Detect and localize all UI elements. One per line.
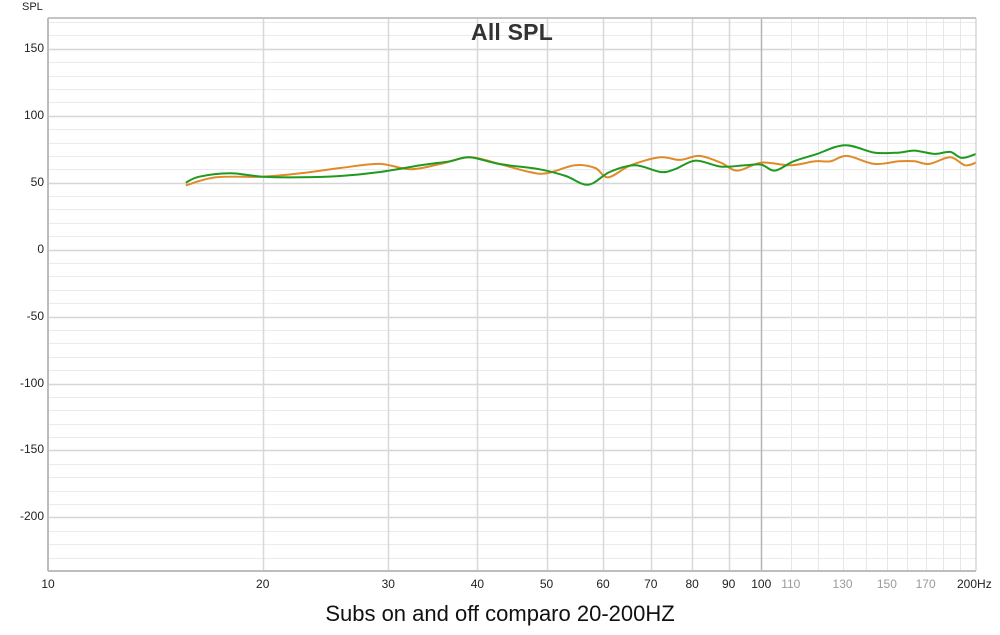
x-tick-label: 60 xyxy=(596,577,610,591)
x-tick-label: 10 xyxy=(41,577,55,591)
chart-title: All SPL xyxy=(471,19,553,45)
series-line-orange xyxy=(185,154,977,187)
x-tick-label: 70 xyxy=(644,577,658,591)
grid-lines xyxy=(48,18,976,572)
x-tick-label: 40 xyxy=(470,577,485,591)
series-line-green xyxy=(185,144,977,186)
y-tick-label: 100 xyxy=(23,107,44,122)
y-tick-label: -50 xyxy=(26,308,44,323)
y-tick-label: 0 xyxy=(37,241,44,256)
x-tick-label: 130 xyxy=(832,577,853,591)
y-axis-label: SPL xyxy=(22,1,43,13)
x-tick-label: 90 xyxy=(721,577,736,591)
y-tick-label: -200 xyxy=(19,509,44,524)
x-tick-label: 200Hz xyxy=(957,577,992,591)
x-tick-label: 80 xyxy=(685,577,699,591)
x-tick-label: 100 xyxy=(751,577,772,591)
y-tick-label: -100 xyxy=(19,375,44,390)
x-tick-label: 150 xyxy=(876,577,897,591)
x-tick-label: 170 xyxy=(915,577,936,591)
x-tick-label: 20 xyxy=(256,577,270,591)
y-tick-label: -150 xyxy=(19,442,44,457)
x-tick-label: 50 xyxy=(539,577,554,591)
chart-caption: Subs on and off comparo 20-200HZ xyxy=(325,601,675,626)
y-tick-label: 150 xyxy=(23,40,44,55)
x-tick-label: 110 xyxy=(781,577,801,591)
data-series xyxy=(185,144,977,187)
y-tick-label: 50 xyxy=(30,174,44,189)
x-tick-label: 30 xyxy=(381,577,395,591)
plot-frame xyxy=(47,17,977,572)
